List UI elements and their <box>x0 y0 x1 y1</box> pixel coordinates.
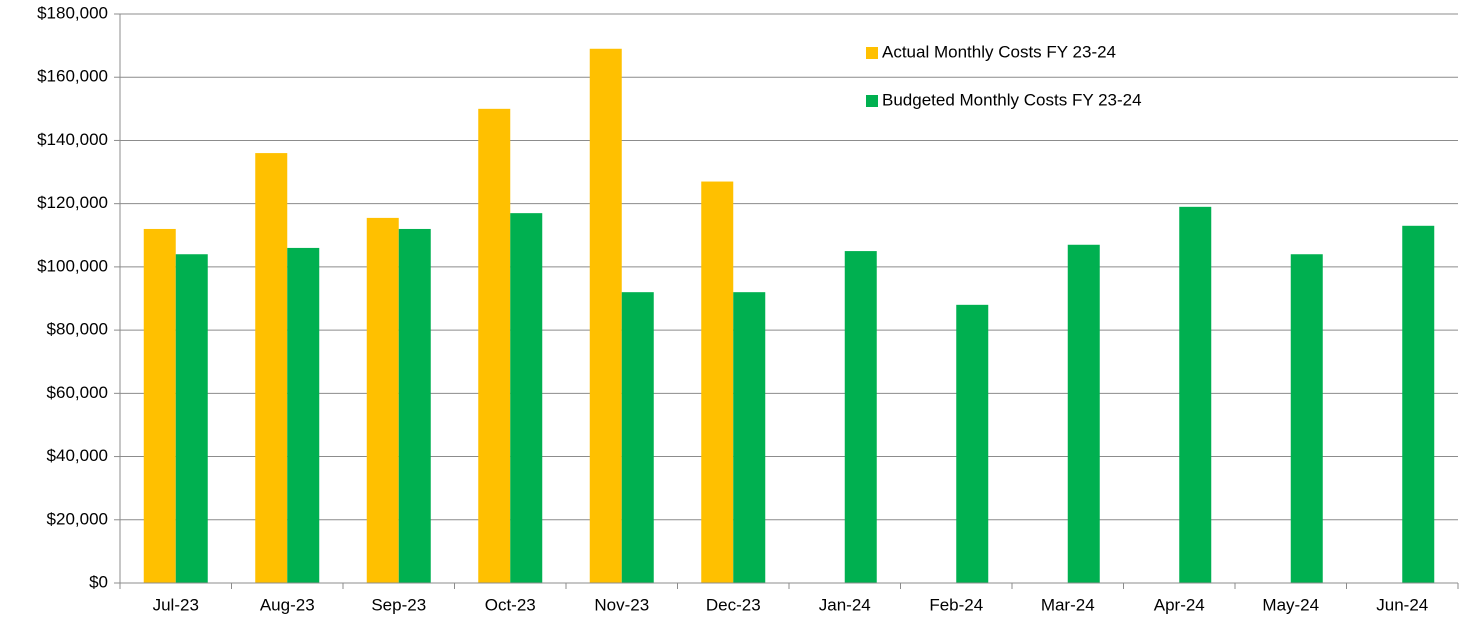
x-tick-label: Jul-23 <box>153 595 199 614</box>
y-tick-label: $100,000 <box>37 256 108 275</box>
legend-swatch <box>866 47 878 59</box>
x-tick-label: Nov-23 <box>594 595 649 614</box>
bar <box>287 247 320 583</box>
bar <box>1290 254 1323 583</box>
y-tick-label: $20,000 <box>47 509 108 528</box>
y-tick-label: $160,000 <box>37 67 108 86</box>
y-tick-label: $180,000 <box>37 3 108 22</box>
x-tick-label: Aug-23 <box>260 595 315 614</box>
x-tick-label: May-24 <box>1262 595 1319 614</box>
x-tick-label: Feb-24 <box>929 595 983 614</box>
bar <box>510 213 543 583</box>
bar <box>1067 244 1100 583</box>
bar <box>621 292 654 583</box>
bar <box>255 153 288 584</box>
y-tick-label: $140,000 <box>37 130 108 149</box>
y-tick-label: $80,000 <box>47 320 108 339</box>
x-tick-label: Oct-23 <box>485 595 536 614</box>
x-tick-label: Jun-24 <box>1376 595 1428 614</box>
y-tick-label: $0 <box>89 572 108 591</box>
bar <box>844 251 877 584</box>
legend-label: Actual Monthly Costs FY 23-24 <box>882 42 1116 61</box>
bar <box>478 108 511 583</box>
bar <box>956 304 989 583</box>
legend-swatch <box>866 95 878 107</box>
y-tick-label: $120,000 <box>37 193 108 212</box>
x-tick-label: Mar-24 <box>1041 595 1095 614</box>
bar <box>1179 206 1212 584</box>
legend-label: Budgeted Monthly Costs FY 23-24 <box>882 90 1142 109</box>
x-tick-label: Dec-23 <box>706 595 761 614</box>
y-tick-label: $40,000 <box>47 446 108 465</box>
bar <box>733 292 766 583</box>
x-tick-label: Sep-23 <box>371 595 426 614</box>
bar <box>366 217 399 583</box>
bar <box>143 228 176 583</box>
bar <box>701 181 734 584</box>
bar <box>589 48 622 584</box>
x-tick-label: Jan-24 <box>819 595 871 614</box>
y-tick-label: $60,000 <box>47 383 108 402</box>
bar <box>1402 225 1435 584</box>
bar <box>175 254 208 583</box>
x-tick-label: Apr-24 <box>1154 595 1205 614</box>
bar <box>398 228 431 583</box>
